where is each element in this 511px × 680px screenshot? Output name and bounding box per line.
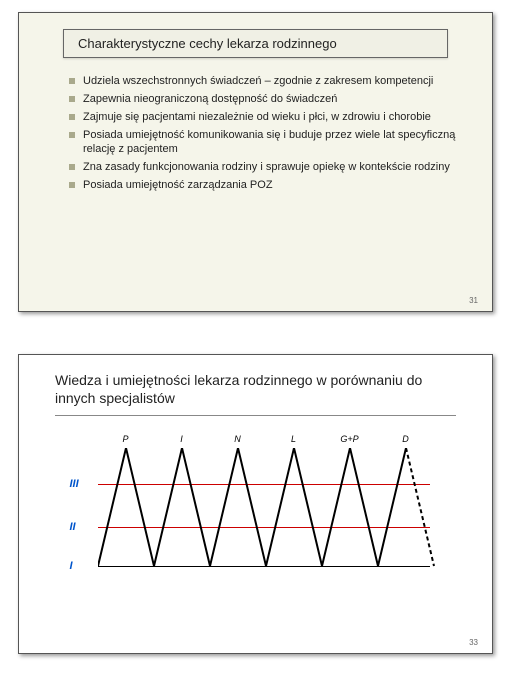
level-label-3: III [70, 478, 79, 490]
list-item: Zajmuje się pacjentami niezależnie od wi… [69, 110, 468, 125]
slide1-bullets: Udziela wszechstronnych świadczeń – zgod… [43, 74, 468, 193]
zigzag-line [98, 448, 446, 576]
peak-label: G+P [340, 434, 358, 444]
peak-label: D [402, 434, 409, 444]
peak-label: N [234, 434, 241, 444]
list-item: Posiada umiejętność komunikowania się i … [69, 128, 468, 158]
peak-label: P [122, 434, 128, 444]
slide1-page-number: 31 [469, 296, 478, 305]
peak-label: I [180, 434, 183, 444]
list-item: Zna zasady funkcjonowania rodziny i spra… [69, 160, 468, 175]
slide2-page-number: 33 [469, 638, 478, 647]
list-item: Posiada umiejętność zarządzania POZ [69, 178, 468, 193]
level-label-2: II [70, 521, 76, 533]
list-item: Udziela wszechstronnych świadczeń – zgod… [69, 74, 468, 89]
list-item: Zapewnia nieograniczoną dostępność do św… [69, 92, 468, 107]
slide1-title-box: Charakterystyczne cechy lekarza rodzinne… [63, 29, 448, 58]
level-label-1: I [70, 560, 73, 572]
slide1-title: Charakterystyczne cechy lekarza rodzinne… [78, 36, 433, 51]
slide-2: Wiedza i umiejętności lekarza rodzinnego… [18, 354, 493, 654]
peak-label: L [291, 434, 296, 444]
slide-1: Charakterystyczne cechy lekarza rodzinne… [18, 12, 493, 312]
zigzag-chart: P I N L G+P D III II I [66, 434, 446, 584]
slide2-title: Wiedza i umiejętności lekarza rodzinnego… [55, 371, 456, 416]
